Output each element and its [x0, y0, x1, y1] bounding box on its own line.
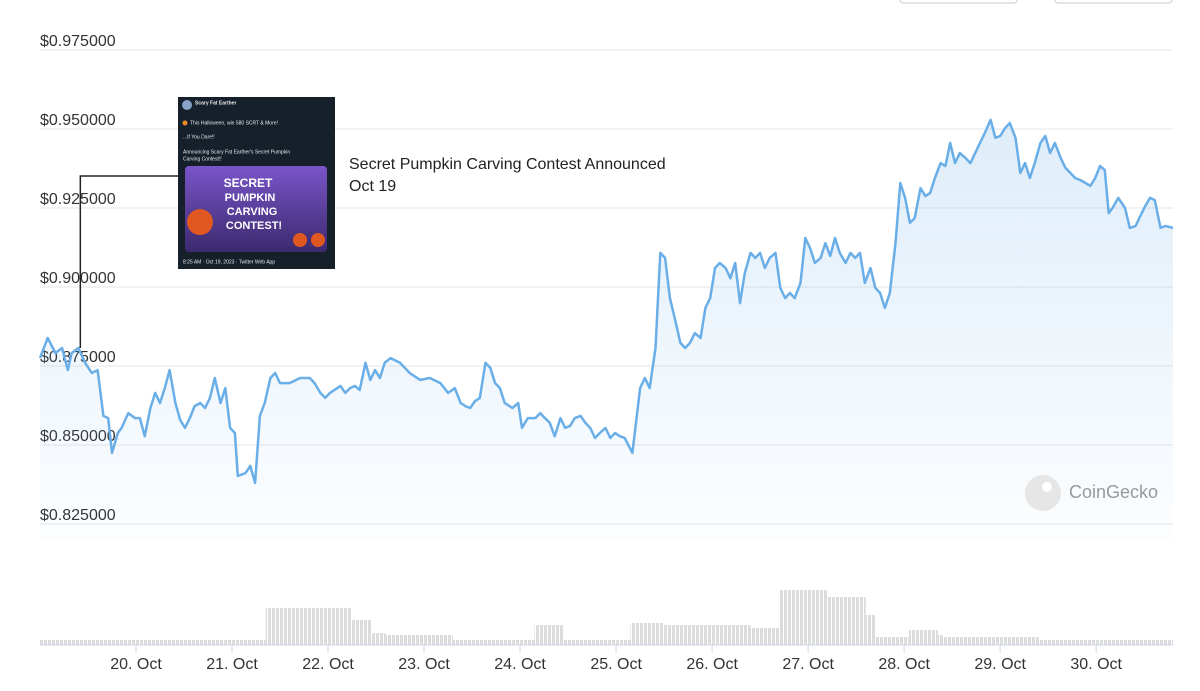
volume-bar: [265, 608, 353, 645]
y-tick-label: $0.900000: [40, 270, 116, 287]
poster-text: CONTEST!: [226, 220, 282, 232]
tweet-avatar: [182, 100, 192, 110]
poster-text: PUMPKIN: [225, 192, 276, 204]
volume-bar: [942, 637, 1039, 645]
tweet-poster: [185, 166, 327, 252]
tweet-text: Scary Fat Earther: [195, 100, 236, 106]
x-tick-label: 30. Oct: [1070, 656, 1122, 673]
volume-bar: [827, 597, 866, 645]
watermark-logo: [1025, 475, 1061, 511]
watermark-text: CoinGecko: [1069, 482, 1158, 502]
price-area: [40, 119, 1173, 540]
poster-pumpkin: [293, 233, 307, 247]
volume-bar: [630, 623, 665, 645]
volume-bar: [937, 635, 943, 645]
volume-bar: [452, 640, 535, 645]
x-tick-label: 26. Oct: [686, 656, 738, 673]
x-tick-label: 20. Oct: [110, 656, 162, 673]
volume-bar: [1038, 640, 1173, 645]
annotation-connector: [79, 175, 178, 348]
poster-pumpkin: [187, 209, 213, 235]
y-tick-label: $0.950000: [40, 112, 116, 129]
x-tick-label: 27. Oct: [782, 656, 834, 673]
poster-text: CARVING: [227, 206, 278, 218]
volume-bar: [371, 633, 386, 645]
x-tick-label: 29. Oct: [974, 656, 1026, 673]
tweet-footer: 8:25 AM · Oct 19, 2023 · Twitter Web App: [183, 259, 275, 265]
volume-bar: [779, 590, 828, 645]
x-tick-label: 25. Oct: [590, 656, 642, 673]
volume-bar: [875, 637, 909, 645]
volume-bar: [385, 635, 453, 645]
x-tick-label: 24. Oct: [494, 656, 546, 673]
annotation-title: Secret Pumpkin Carving Contest Announced: [349, 156, 666, 173]
range-button[interactable]: [1054, 0, 1173, 4]
volume-bar: [40, 640, 266, 645]
tweet-text: Carving Contest!!: [183, 156, 222, 162]
volume-bars: [40, 590, 1173, 645]
volume-bar: [664, 625, 751, 645]
annotation: Scary Fat Earther This Halloween, win 58…: [79, 97, 666, 348]
watermark: CoinGecko: [1025, 475, 1158, 511]
poster-text: SECRET: [224, 176, 273, 190]
tweet-text: This Halloween, win 580 SCRT & More!: [190, 120, 278, 126]
x-tick-label: 28. Oct: [878, 656, 930, 673]
price-line: [38, 118, 1174, 485]
tweet-text: Announcing Scary Fat Earther's Secret Pu…: [183, 149, 290, 155]
x-tick-label: 21. Oct: [206, 656, 258, 673]
volume-bar: [865, 615, 876, 645]
tweet-icon: [182, 120, 188, 126]
volume-bar: [908, 630, 938, 645]
x-tick-label: 22. Oct: [302, 656, 354, 673]
range-button[interactable]: [899, 0, 1018, 4]
watermark-logo: [1042, 482, 1052, 492]
y-tick-label: $0.925000: [40, 191, 116, 208]
plot-area: [38, 118, 1174, 540]
annotation-date: Oct 19: [349, 178, 396, 195]
x-tick-label: 23. Oct: [398, 656, 450, 673]
poster-pumpkin: [311, 233, 325, 247]
x-axis: 20. Oct 21. Oct 22. Oct 23. Oct 24. Oct 25. O…: [40, 644, 1173, 673]
volume-bar: [750, 628, 780, 645]
volume-bar: [352, 620, 372, 645]
tweet-text: ...If You Dare!!: [183, 134, 215, 140]
volume-bar: [534, 625, 564, 645]
volume-bar: [563, 640, 631, 645]
y-tick-label: $0.975000: [40, 33, 116, 50]
